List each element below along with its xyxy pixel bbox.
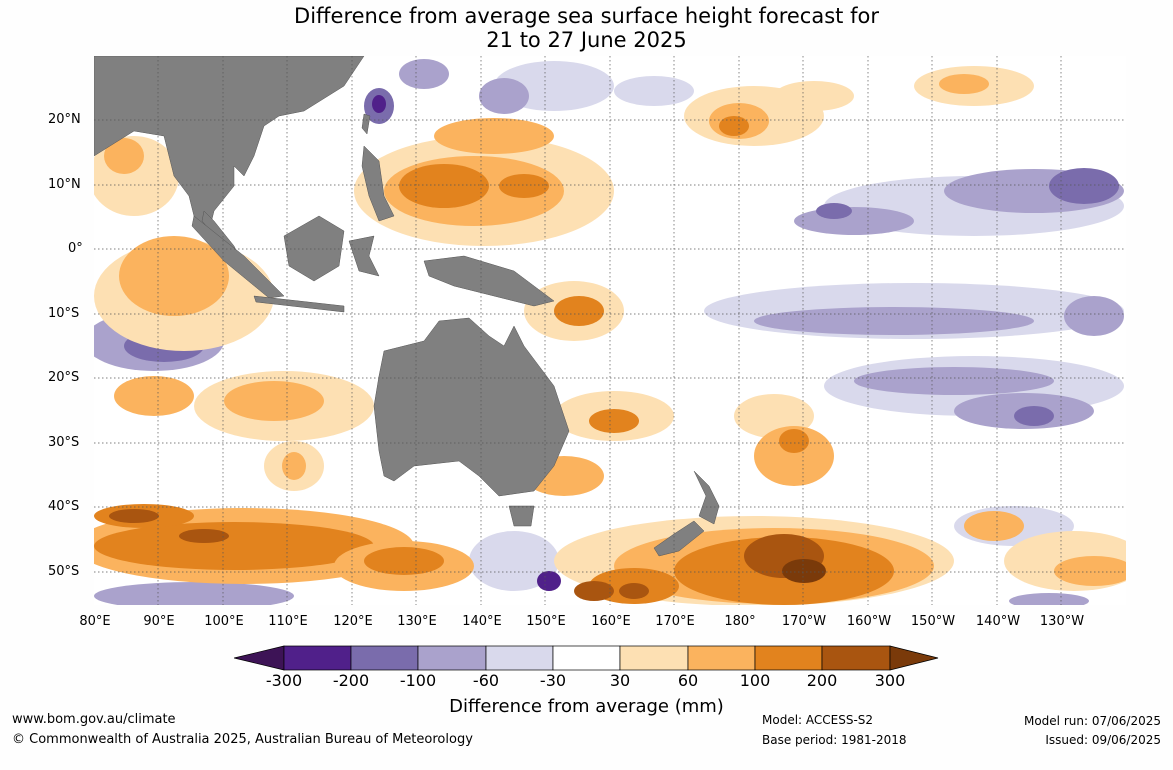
lon-label-90e: 90°E: [143, 614, 175, 629]
legend-swatch--200--100: [350, 645, 419, 671]
borneo: [283, 215, 345, 282]
lon-label-150e: 150°E: [526, 614, 566, 629]
lat-label-20n: 20°N: [48, 112, 81, 127]
legend-tick-300: 300: [874, 671, 906, 690]
land-masses: [94, 56, 720, 557]
lon-label-170w: 170°W: [781, 614, 827, 629]
legend-tick-100: 100: [739, 671, 771, 690]
australia: [373, 317, 570, 497]
lat-label-equator: 0°: [68, 241, 83, 256]
lat-label-10n: 10°N: [48, 177, 81, 192]
website-link[interactable]: www.bom.gov.au/climate: [12, 712, 176, 727]
chart-title: Difference from average sea surface heig…: [0, 4, 1173, 52]
lat-label-30s: 30°S: [48, 435, 80, 450]
lon-label-160e: 160°E: [591, 614, 631, 629]
color-legend-bar: [234, 645, 939, 671]
legend-swatch--300--200: [283, 645, 352, 671]
lon-label-160w: 160°W: [846, 614, 892, 629]
legend-tick--100: -100: [399, 671, 437, 690]
java: [253, 295, 345, 313]
new-zealand-north: [693, 470, 720, 525]
legend-swatch-above-300: [889, 645, 939, 671]
legend-swatch-60-100: [687, 645, 756, 671]
base-period: Base period: 1981-2018: [762, 733, 907, 747]
new-zealand-south: [653, 520, 705, 557]
lon-label-80e: 80°E: [79, 614, 111, 629]
positive-anomaly-regions: [94, 66, 1126, 605]
lon-label-120e: 120°E: [333, 614, 373, 629]
lat-label-50s: 50°S: [48, 564, 80, 579]
legend-tick-200: 200: [806, 671, 838, 690]
negative-anomaly-regions: [94, 59, 1124, 605]
legend-swatch-200-300: [821, 645, 891, 671]
legend-tick--30: -30: [539, 671, 567, 690]
tasmania: [508, 505, 535, 527]
lon-label-100e: 100°E: [204, 614, 244, 629]
issued-date: Issued: 09/06/2025: [1045, 733, 1161, 747]
lat-label-20s: 20°S: [48, 370, 80, 385]
legend-title: Difference from average (mm): [449, 696, 724, 717]
legend-swatch-30-60: [619, 645, 689, 671]
legend-swatch--60--30: [485, 645, 554, 671]
legend-swatch-below--300: [234, 645, 285, 671]
legend-tick--300: -300: [265, 671, 303, 690]
copyright-text: © Commonwealth of Australia 2025, Austra…: [12, 732, 473, 747]
lon-label-130e: 130°E: [397, 614, 437, 629]
lon-label-150w: 150°W: [910, 614, 956, 629]
title-line-1: Difference from average sea surface heig…: [294, 4, 879, 28]
legend-tick-30: 30: [609, 671, 631, 690]
asia-mainland: [94, 56, 365, 232]
sulawesi: [348, 235, 380, 277]
lat-label-10s: 10°S: [48, 306, 80, 321]
legend-tick-60: 60: [677, 671, 699, 690]
legend-swatch-100-200: [754, 645, 823, 671]
model-name: Model: ACCESS-S2: [762, 713, 874, 727]
taiwan: [361, 113, 371, 135]
lon-label-140w: 140°W: [975, 614, 1021, 629]
lat-label-40s: 40°S: [48, 499, 80, 514]
lon-label-170e: 170°E: [655, 614, 695, 629]
lon-label-180: 180°: [724, 614, 756, 629]
legend-tick--60: -60: [472, 671, 500, 690]
legend-swatch--30-30: [552, 645, 621, 671]
graticule: [94, 56, 1126, 605]
model-run-date: Model run: 07/06/2025: [1023, 714, 1161, 728]
legend-swatch--100--60: [417, 645, 487, 671]
legend-tick--200: -200: [332, 671, 370, 690]
lon-label-130w: 130°W: [1039, 614, 1085, 629]
lon-label-140e: 140°E: [462, 614, 502, 629]
philippines: [361, 145, 395, 222]
lon-label-110e: 110°E: [268, 614, 308, 629]
title-line-2: 21 to 27 June 2025: [486, 28, 687, 52]
anomaly-map: [94, 56, 1126, 605]
